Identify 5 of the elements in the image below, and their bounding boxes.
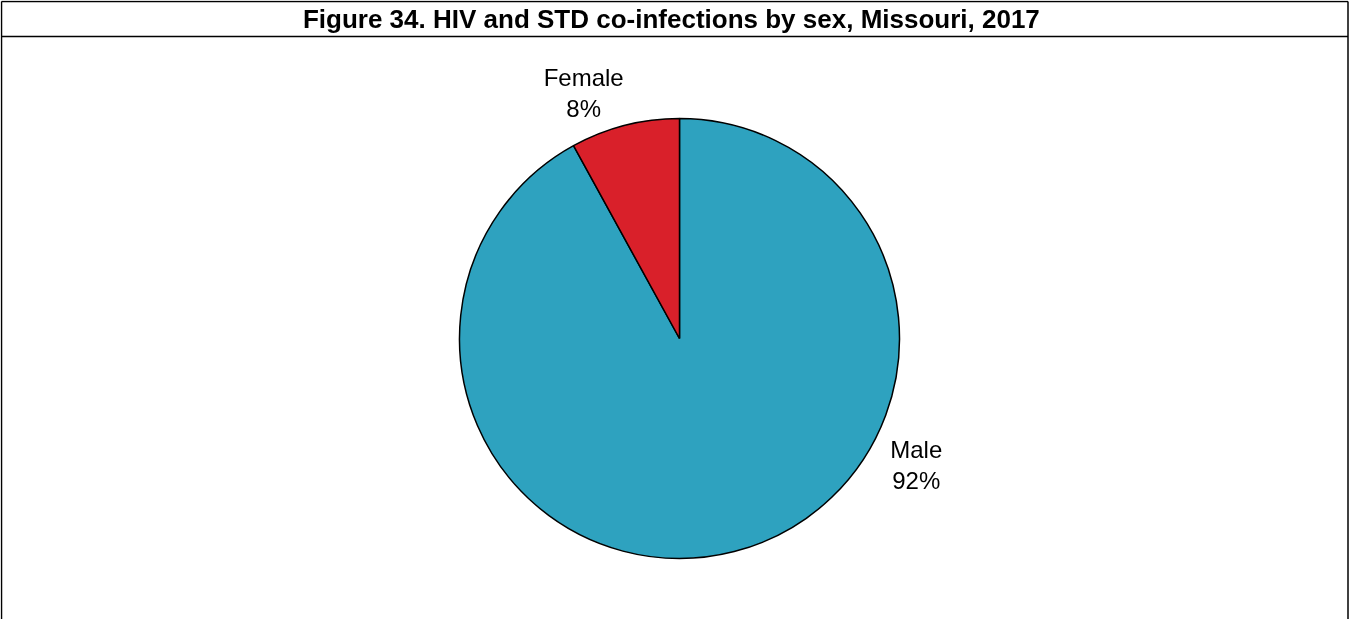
slice-label: Male xyxy=(890,436,943,464)
data-label: 92% xyxy=(892,467,941,495)
slice-label: Female xyxy=(543,63,624,91)
chart-title: Figure 34. HIV and STD co-infections by sex, Missouri, 2017 xyxy=(302,3,1040,34)
data-label: 8% xyxy=(566,94,602,122)
